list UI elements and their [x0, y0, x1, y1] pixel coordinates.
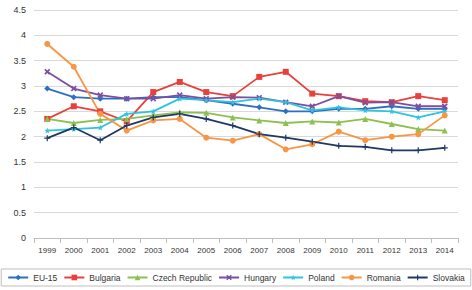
svg-text:4.5: 4.5: [13, 5, 26, 15]
svg-text:3: 3: [21, 81, 26, 91]
svg-text:2008: 2008: [277, 246, 295, 255]
svg-text:Bulgaria: Bulgaria: [89, 273, 120, 283]
svg-text:Poland: Poland: [308, 273, 335, 283]
svg-text:2012: 2012: [383, 246, 401, 255]
svg-text:2.5: 2.5: [13, 106, 26, 116]
svg-text:3.5: 3.5: [13, 56, 26, 66]
svg-text:1.5: 1.5: [13, 157, 26, 167]
svg-text:2010: 2010: [330, 246, 348, 255]
svg-text:0: 0: [21, 233, 26, 243]
svg-text:2014: 2014: [436, 246, 454, 255]
svg-text:2009: 2009: [303, 246, 321, 255]
svg-text:2002: 2002: [118, 246, 136, 255]
svg-text:4: 4: [21, 30, 26, 40]
svg-text:2007: 2007: [250, 246, 268, 255]
svg-text:2: 2: [21, 132, 26, 142]
svg-text:1999: 1999: [38, 246, 56, 255]
svg-text:2013: 2013: [409, 246, 427, 255]
svg-text:2001: 2001: [91, 246, 109, 255]
svg-text:2000: 2000: [65, 246, 83, 255]
svg-text:2004: 2004: [171, 246, 189, 255]
svg-text:Romania: Romania: [367, 273, 401, 283]
svg-text:2005: 2005: [197, 246, 215, 255]
svg-text:Hungary: Hungary: [244, 273, 277, 283]
svg-text:2003: 2003: [144, 246, 162, 255]
svg-text:EU-15: EU-15: [33, 273, 57, 283]
svg-text:Slovakia: Slovakia: [433, 273, 465, 283]
svg-text:2011: 2011: [357, 246, 375, 255]
svg-text:1: 1: [21, 182, 26, 192]
svg-text:2006: 2006: [224, 246, 242, 255]
svg-text:Czech Republic: Czech Republic: [153, 273, 213, 283]
svg-text:0.5: 0.5: [13, 208, 26, 218]
